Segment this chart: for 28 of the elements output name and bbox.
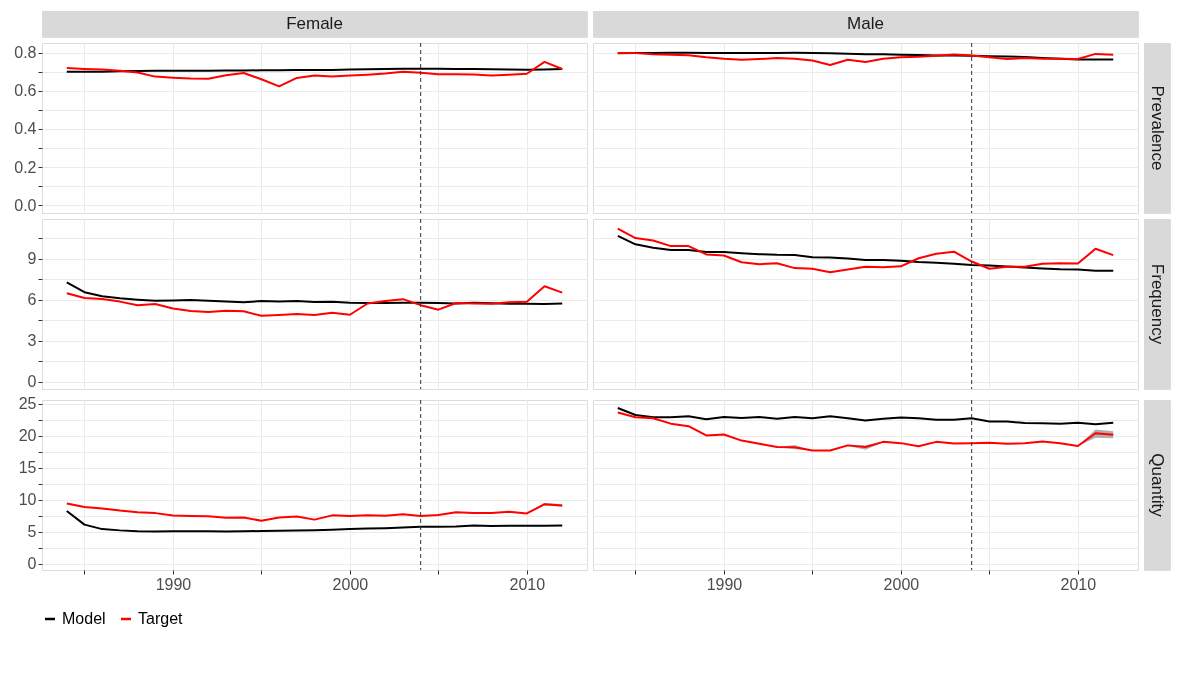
legend-label: Target — [138, 610, 184, 627]
y2-axis-title: Quantity — [1148, 453, 1167, 518]
legend-label: Model — [62, 610, 106, 627]
y-tick-label: 0 — [27, 555, 37, 573]
y-tick-label: 0 — [27, 373, 37, 391]
x-tick-label: 1990 — [155, 575, 192, 593]
x-tick-label: 2010 — [1060, 575, 1097, 593]
y-tick-label: 0.4 — [14, 120, 37, 138]
y2-axis-title: Frequency — [1148, 263, 1167, 345]
y-tick-label: 20 — [18, 427, 37, 445]
y-tick-label: 6 — [27, 291, 37, 309]
y-tick-label: 5 — [27, 523, 37, 541]
y-tick-label: 25 — [18, 395, 37, 413]
chart-title: Female — [286, 14, 343, 33]
chart-title: Male — [847, 14, 884, 33]
y2-axis-title: Prevalence — [1148, 85, 1167, 171]
y-tick-label: 0.6 — [14, 82, 37, 100]
y-tick-label: 10 — [18, 491, 37, 509]
y-tick-label: 9 — [27, 250, 37, 268]
y-tick-label: 0.0 — [14, 196, 37, 214]
x-tick-label: 2010 — [509, 575, 546, 593]
x-tick-label: 1990 — [706, 575, 743, 593]
y-tick-label: 3 — [27, 332, 37, 350]
y-tick-label: 0.8 — [14, 44, 37, 62]
x-tick-label: 2000 — [883, 575, 920, 593]
y-tick-label: 0.2 — [14, 158, 37, 176]
x-tick-label: 2000 — [332, 575, 369, 593]
y-tick-label: 15 — [18, 459, 37, 477]
